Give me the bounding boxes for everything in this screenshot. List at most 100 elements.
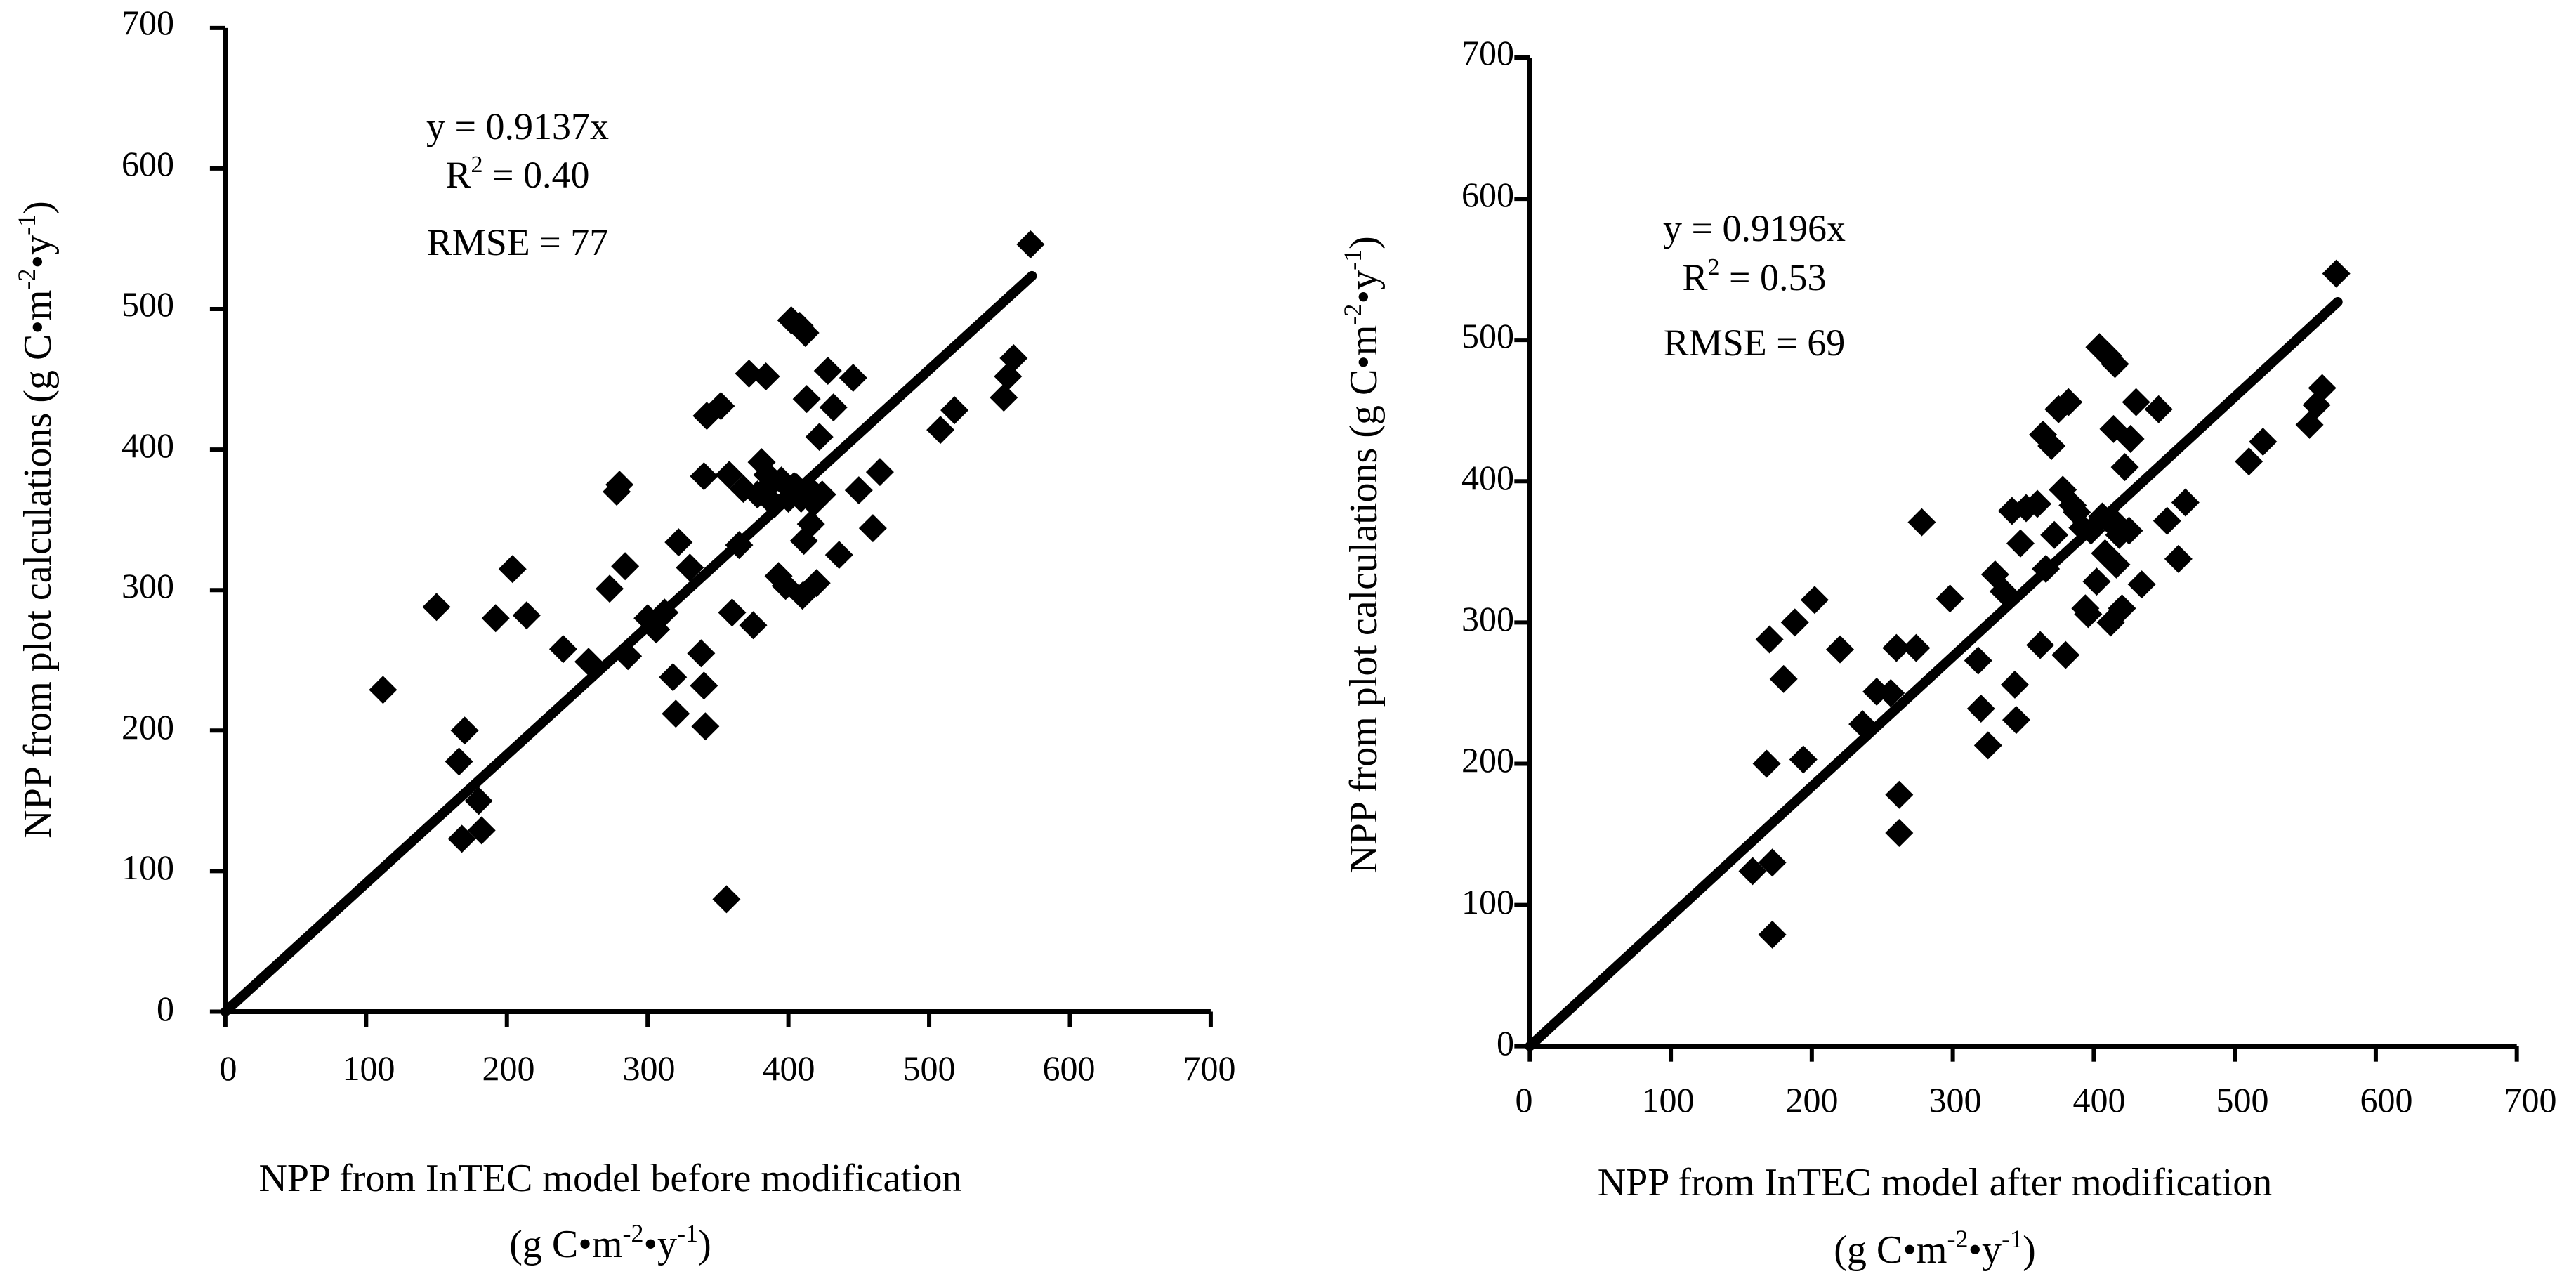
right-data-point bbox=[1752, 749, 1781, 778]
left-y-tick-label: 500 bbox=[121, 284, 174, 324]
left-data-point bbox=[611, 552, 640, 581]
left-data-point bbox=[796, 510, 825, 539]
right-data-point bbox=[2116, 424, 2145, 453]
right-data-point bbox=[2040, 520, 2069, 549]
left-data-point bbox=[422, 593, 451, 622]
right-data-point bbox=[2074, 600, 2103, 629]
left-r-squared: R2 = 0.40 bbox=[446, 152, 590, 196]
left-r-squared-label: R bbox=[446, 154, 471, 196]
left-data-point bbox=[498, 555, 527, 584]
left-x-tick-label: 200 bbox=[482, 1049, 535, 1088]
right-data-point bbox=[1826, 635, 1854, 664]
left-data-point bbox=[839, 364, 867, 393]
left-data-point bbox=[650, 598, 679, 627]
left-data-point bbox=[718, 598, 747, 627]
left-y-tick-label: 100 bbox=[121, 848, 174, 887]
left-data-point bbox=[707, 392, 735, 421]
left-data-point bbox=[467, 816, 496, 845]
left-data-point bbox=[751, 362, 780, 391]
left-data-point bbox=[824, 541, 853, 570]
right-x-axis-title: NPP from InTEC model after modification bbox=[1598, 1161, 2273, 1204]
left-data-point bbox=[792, 385, 821, 414]
left-data-point bbox=[791, 319, 820, 348]
left-data-point bbox=[447, 824, 476, 853]
left-data-point bbox=[725, 531, 754, 560]
right-y-axis-title-main: NPP from plot calculations (g C•m bbox=[1342, 325, 1386, 874]
left-data-point bbox=[990, 383, 1018, 412]
right-data-point bbox=[2082, 567, 2111, 596]
right-data-point bbox=[2006, 529, 2035, 558]
right-y-tick-label: 400 bbox=[1461, 458, 1514, 497]
left-r-squared-exponent: 2 bbox=[471, 152, 483, 178]
left-data-point bbox=[664, 528, 693, 557]
left-data-point bbox=[940, 396, 969, 425]
right-data-point bbox=[1973, 731, 2002, 760]
right-data-point bbox=[1758, 848, 1787, 877]
right-data-point bbox=[2308, 374, 2337, 402]
right-data-point bbox=[2110, 453, 2139, 482]
left-data-point bbox=[659, 663, 688, 692]
left-x-tick-label: 300 bbox=[623, 1049, 676, 1088]
left-data-point bbox=[548, 635, 577, 664]
right-data-point bbox=[2144, 395, 2173, 423]
right-data-point bbox=[2235, 447, 2263, 476]
left-y-axis-title: NPP from plot calculations (g C•m-2•y-1) bbox=[13, 201, 60, 839]
right-data-point bbox=[2153, 506, 2181, 535]
left-data-point bbox=[715, 461, 744, 489]
right-data-point bbox=[1885, 819, 1914, 848]
left-data-point bbox=[690, 462, 718, 491]
right-data-point bbox=[1848, 710, 1877, 739]
right-data-point bbox=[2051, 640, 2080, 669]
right-x-tick-label: 400 bbox=[2073, 1080, 2126, 1119]
right-x-tick-label: 600 bbox=[2360, 1080, 2413, 1119]
right-data-point bbox=[2249, 427, 2278, 456]
right-y-axis-title: NPP from plot calculations (g C•m-2•y-1) bbox=[1339, 236, 1386, 874]
left-y-tick-labels: 0 100 200 300 400 500 600 700 bbox=[121, 3, 174, 1028]
left-data-point bbox=[481, 604, 510, 633]
right-data-point bbox=[2000, 670, 2029, 699]
right-x-tick-label: 700 bbox=[2504, 1080, 2557, 1119]
right-data-point bbox=[2102, 550, 2131, 579]
left-data-point bbox=[596, 574, 624, 603]
right-data-point bbox=[2032, 554, 2061, 583]
right-data-point bbox=[1789, 745, 1818, 774]
right-x-tick-labels: 0 100 200 300 400 500 600 700 bbox=[1516, 1080, 2557, 1119]
left-rmse: RMSE = 77 bbox=[427, 221, 609, 263]
left-data-point bbox=[999, 344, 1028, 373]
left-x-tick-label: 600 bbox=[1043, 1049, 1096, 1088]
left-x-tick-labels: 0 100 200 300 400 500 600 700 bbox=[220, 1049, 1236, 1088]
left-data-point bbox=[865, 458, 894, 487]
right-data-point bbox=[1966, 695, 1995, 723]
right-data-point bbox=[1989, 577, 2018, 606]
right-data-point bbox=[2108, 594, 2136, 623]
right-y-tick-label: 100 bbox=[1461, 882, 1514, 921]
left-x-tick-label: 0 bbox=[220, 1049, 237, 1088]
left-y-tick-label: 700 bbox=[121, 3, 174, 42]
right-data-point bbox=[1769, 664, 1798, 693]
left-data-point bbox=[1016, 230, 1045, 258]
right-data-point bbox=[2171, 488, 2200, 517]
left-y-tick-label: 600 bbox=[121, 144, 174, 183]
right-r-squared-value: = 0.53 bbox=[1720, 256, 1827, 298]
right-data-point bbox=[1902, 633, 1931, 662]
left-scatter-chart: 0 100 200 300 400 500 600 700 0 100 200 … bbox=[13, 3, 1236, 1266]
right-data-point bbox=[2122, 388, 2150, 416]
left-x-tick-label: 700 bbox=[1183, 1049, 1236, 1088]
left-y-tick-label: 400 bbox=[121, 426, 174, 465]
left-fit-equation: y = 0.9137x bbox=[426, 105, 609, 147]
right-x-tick-label: 300 bbox=[1929, 1080, 1982, 1119]
left-data-point bbox=[692, 402, 721, 431]
right-data-point bbox=[2101, 350, 2129, 379]
left-data-point bbox=[739, 611, 768, 640]
right-data-point bbox=[1780, 608, 1809, 637]
right-data-point bbox=[2115, 516, 2143, 545]
left-data-point bbox=[512, 601, 541, 630]
right-data-point bbox=[2002, 706, 2030, 735]
right-data-point bbox=[2322, 259, 2351, 288]
right-y-tick-label: 700 bbox=[1461, 33, 1514, 72]
right-x-tick-label: 500 bbox=[2216, 1080, 2269, 1119]
left-y-tick-label: 300 bbox=[121, 566, 174, 605]
right-data-point bbox=[1738, 857, 1767, 886]
right-fit-equation: y = 0.9196x bbox=[1663, 207, 1846, 249]
left-data-point bbox=[805, 423, 834, 452]
